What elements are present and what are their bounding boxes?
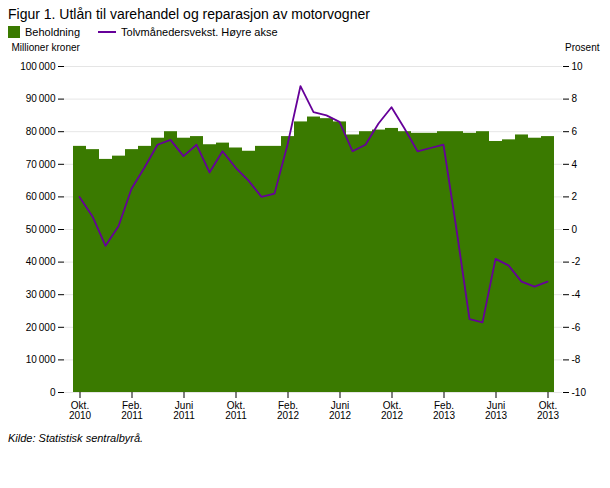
html-text:Tolvmånedersvekst. Høyre akse: Tolvmånedersvekst. Høyre akse — [121, 26, 278, 38]
svg-text:-4: -4 — [572, 289, 581, 300]
svg-text:50 000: 50 000 — [26, 224, 56, 235]
svg-text:Okt.2012: Okt.2012 — [381, 400, 404, 421]
svg-text:Prosent: Prosent — [565, 42, 600, 53]
svg-text:70 000: 70 000 — [26, 159, 56, 170]
html-text:Kilde: Statistisk sentralbyrå.: Kilde: Statistisk sentralbyrå. — [8, 432, 144, 444]
svg-text:30 000: 30 000 — [26, 289, 56, 300]
svg-text:80 000: 80 000 — [26, 126, 56, 137]
svg-text:90 000: 90 000 — [26, 93, 56, 104]
svg-text:Juni2011: Juni2011 — [173, 400, 195, 421]
svg-text:Millioner kroner: Millioner kroner — [12, 42, 81, 53]
svg-text:10: 10 — [572, 61, 584, 72]
svg-text:0: 0 — [50, 387, 56, 398]
svg-text:Feb.2012: Feb.2012 — [277, 400, 300, 421]
svg-text:10 000: 10 000 — [26, 354, 56, 365]
svg-text:100 000: 100 000 — [20, 61, 56, 72]
svg-text:-6: -6 — [572, 322, 581, 333]
svg-text:Juni2012: Juni2012 — [329, 400, 352, 421]
svg-text:Okt.2010: Okt.2010 — [69, 400, 92, 421]
svg-text:Okt.2013: Okt.2013 — [537, 400, 560, 421]
svg-text:-10: -10 — [572, 387, 587, 398]
svg-text:-2: -2 — [572, 256, 581, 267]
svg-text:6: 6 — [572, 126, 578, 137]
svg-text:40 000: 40 000 — [26, 256, 56, 267]
svg-text:8: 8 — [572, 93, 578, 104]
svg-text:60 000: 60 000 — [26, 191, 56, 202]
svg-text:20 000: 20 000 — [26, 322, 56, 333]
svg-text:Feb.2011: Feb.2011 — [121, 400, 143, 421]
svg-text:Okt.2011: Okt.2011 — [225, 400, 247, 421]
svg-text:4: 4 — [572, 159, 578, 170]
html-text:Beholdning: Beholdning — [25, 26, 81, 38]
svg-text:2: 2 — [572, 191, 578, 202]
html-text:Figur 1. Utlån til varehandel: Figur 1. Utlån til varehandel og reparas… — [8, 6, 370, 22]
svg-text:Juni2013: Juni2013 — [485, 400, 508, 421]
svg-text:-8: -8 — [572, 354, 581, 365]
svg-text:Feb.2013: Feb.2013 — [433, 400, 456, 421]
svg-text:0: 0 — [572, 224, 578, 235]
